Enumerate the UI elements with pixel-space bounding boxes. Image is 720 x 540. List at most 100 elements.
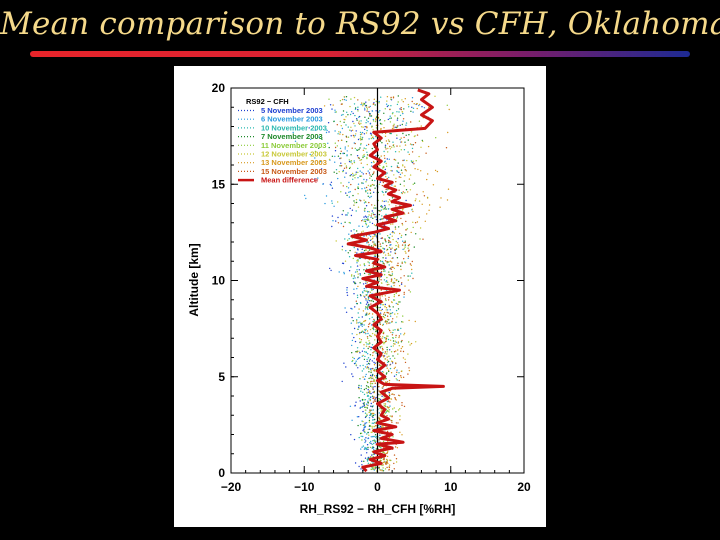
data-point [342,170,344,173]
data-point [414,168,416,170]
data-point [312,160,315,163]
data-point [388,370,390,373]
data-point [386,276,388,279]
data-point [349,405,352,407]
data-point [318,136,320,138]
data-point [361,370,363,372]
data-point [370,346,372,348]
data-point [351,333,353,335]
data-point [407,255,410,258]
data-point [370,288,373,290]
data-point [365,341,367,344]
data-point [364,210,366,212]
data-point [371,422,373,424]
data-point [404,98,406,100]
data-point [378,385,380,388]
data-point [361,406,363,408]
data-point [368,371,370,373]
data-point [394,282,396,284]
data-point [374,422,376,424]
data-point [378,183,381,185]
data-point [342,262,345,265]
data-point [354,306,356,308]
data-point [386,311,389,314]
data-point [385,103,388,105]
data-point [374,385,376,388]
data-point [368,244,370,246]
data-point [342,133,344,136]
legend-entry-label: 10 November 2003 [261,123,327,132]
data-point [344,260,347,262]
data-point [379,425,382,428]
data-point [394,366,396,368]
data-point [345,172,347,174]
data-point [360,385,362,387]
data-point [343,98,346,101]
data-point [384,168,386,171]
data-point [403,185,405,187]
data-point [387,335,389,337]
data-point [357,171,359,174]
data-point [378,111,380,113]
data-point [396,103,399,106]
data-point [374,243,376,245]
data-point [359,321,361,323]
data-point [368,390,371,392]
data-point [400,149,402,151]
data-point [350,160,352,162]
data-point [416,221,419,223]
data-point [388,466,391,469]
data-point [404,250,406,253]
data-point [396,264,398,267]
data-point [369,399,371,402]
data-point [366,391,368,394]
data-point [368,363,371,365]
data-point [385,162,387,165]
data-point [404,358,406,360]
data-point [373,396,375,398]
data-point [361,446,363,448]
data-point [314,129,316,131]
data-point [386,189,388,191]
data-point [379,164,381,167]
data-point [380,270,383,273]
data-point [373,191,375,193]
data-point [363,403,365,406]
data-point [386,372,388,374]
data-point [387,400,390,402]
data-point [356,259,359,261]
data-point [348,221,350,224]
data-point [411,100,413,103]
data-point [410,131,413,133]
data-point [354,134,356,137]
data-point [390,331,392,334]
data-point [357,248,359,250]
data-point [364,290,367,292]
data-point [432,184,435,186]
data-point [369,239,372,241]
data-point [364,441,366,444]
data-point [389,339,392,341]
data-point [384,254,387,256]
data-point [294,140,297,142]
data-point [369,328,372,331]
data-point [396,137,398,139]
data-point [393,185,395,187]
data-point [368,172,371,174]
data-point [384,412,387,415]
data-point [359,365,361,367]
data-point [391,320,393,323]
data-point [340,165,343,167]
data-point [381,464,383,467]
data-point [309,153,311,156]
data-point [322,183,324,185]
data-point [349,113,352,116]
data-point [360,324,362,326]
data-point [372,137,375,140]
data-point [395,399,397,401]
data-point [383,317,386,319]
data-point [374,468,376,470]
data-point [370,402,372,405]
data-point [382,252,385,254]
data-point [357,193,359,195]
